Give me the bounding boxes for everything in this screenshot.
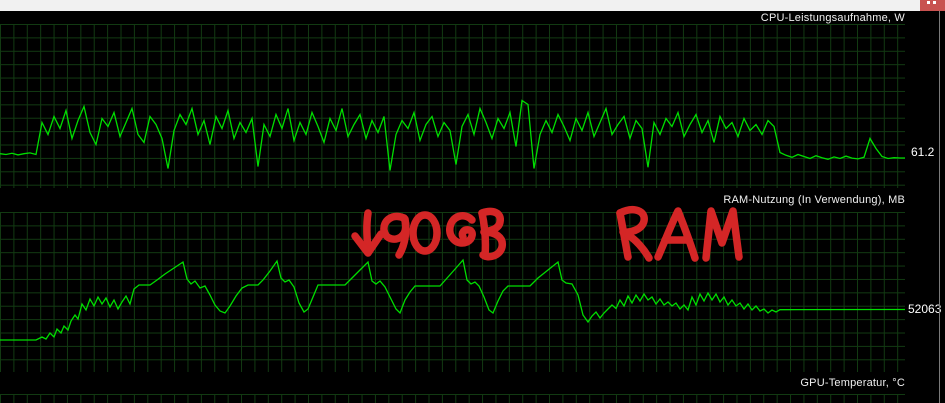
ram-usage-graph xyxy=(0,212,905,372)
ram-current-value: 52063 xyxy=(908,302,942,316)
panel-title-label: RAM-Nutzung (In Verwendung), MB xyxy=(723,194,905,206)
cpu-power-line xyxy=(0,99,905,171)
close-icon xyxy=(933,1,936,4)
cpu-power-graph xyxy=(0,24,905,188)
panel-title-label: CPU-Leistungsaufnahme, W xyxy=(760,11,905,24)
window-right-edge xyxy=(939,11,940,403)
close-icon xyxy=(927,1,930,4)
cpu-current-value: 61.2 xyxy=(911,145,935,159)
window-titlebar xyxy=(0,0,945,11)
ram-usage-line xyxy=(0,258,905,341)
close-button[interactable] xyxy=(920,0,945,11)
panel-title-cpu-power: CPU-Leistungsaufnahme, W xyxy=(0,11,945,24)
panel-title-ram-usage: RAM-Nutzung (In Verwendung), MB xyxy=(0,188,945,212)
gpu-temp-graph xyxy=(0,394,905,403)
panel-title-gpu-temp: GPU-Temperatur, °C xyxy=(0,372,945,394)
panel-title-label: GPU-Temperatur, °C xyxy=(800,377,905,389)
